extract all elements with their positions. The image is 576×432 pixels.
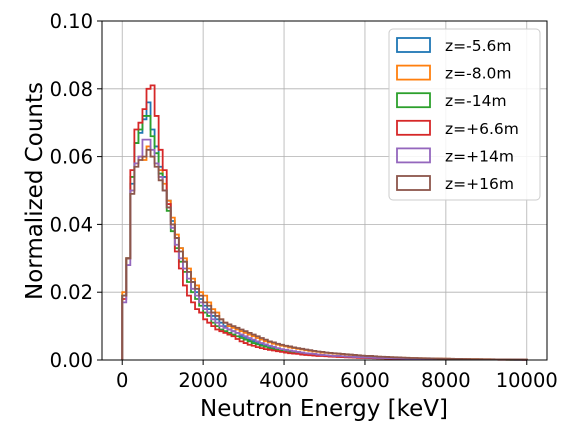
legend: z=-5.6m z=-8.0m z=-14m z=+6.6m z=+14m z=+16m [389, 29, 540, 200]
y-tick-label: 0.10 [50, 10, 93, 33]
y-tick-label: 0.02 [50, 281, 93, 304]
x-tick-label: 0 [116, 369, 128, 392]
y-axis-ticks: 0.00 0.02 0.04 0.06 0.08 0.10 [50, 10, 102, 372]
legend-label: z=+16m [445, 175, 514, 193]
x-tick-label: 4000 [259, 369, 309, 392]
y-tick-label: 0.00 [50, 349, 93, 372]
x-tick-label: 2000 [178, 369, 228, 392]
legend-label: z=-8.0m [445, 65, 511, 83]
legend-label: z=+6.6m [445, 120, 519, 138]
x-axis-label: Neutron Energy [keV] [200, 396, 448, 422]
x-tick-label: 8000 [421, 369, 471, 392]
x-tick-label: 10000 [496, 369, 558, 392]
y-tick-label: 0.06 [50, 146, 93, 169]
legend-label: z=-14m [445, 92, 507, 110]
y-tick-label: 0.08 [50, 78, 93, 101]
x-tick-label: 6000 [340, 369, 390, 392]
legend-label: z=-5.6m [445, 37, 511, 55]
y-tick-label: 0.04 [50, 213, 93, 236]
y-axis-label: Normalized Counts [22, 82, 48, 300]
legend-label: z=+14m [445, 147, 514, 165]
x-axis-ticks: 0 2000 4000 6000 8000 10000 [116, 360, 558, 392]
